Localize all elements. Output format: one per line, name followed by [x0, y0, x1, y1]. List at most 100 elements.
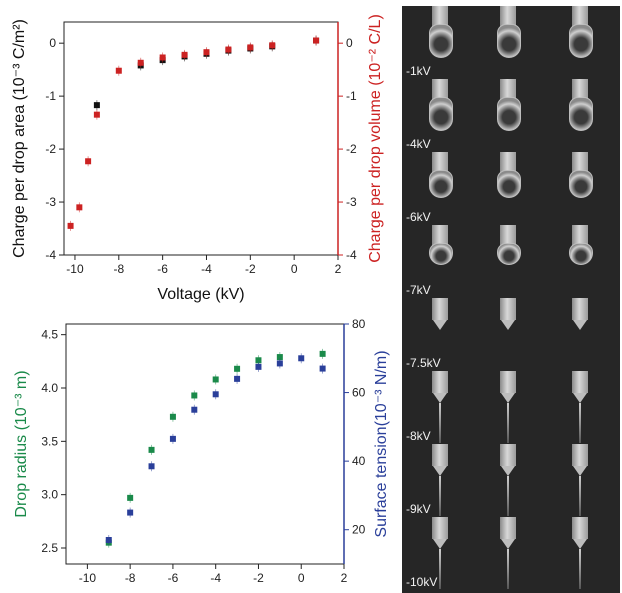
x-tick-label: 0	[298, 571, 305, 585]
nozzle	[432, 6, 448, 28]
droplet-photo-panel: -1kV -4kV -6kV -7kV -7.5kV -8kV -9kV -10kV	[402, 6, 620, 593]
nozzle	[500, 298, 516, 320]
droplet	[497, 97, 521, 131]
taylor-cone	[501, 466, 515, 476]
y-axis-title: Drop radius (10⁻³ m)	[13, 370, 30, 517]
droplet	[569, 243, 593, 265]
data-point-series-1	[148, 463, 155, 470]
data-point-series-1	[234, 375, 241, 382]
plot-frame	[63, 21, 339, 256]
nozzle	[572, 444, 588, 466]
x-tick-label: -4	[201, 262, 212, 276]
y-right-tick-label: -1	[346, 89, 357, 103]
x-tick-label: 2	[335, 262, 342, 276]
voltage-label: -7kV	[406, 283, 431, 297]
nozzle	[572, 298, 588, 320]
nozzle	[432, 225, 448, 247]
voltage-label: -1kV	[406, 64, 431, 78]
nozzle	[572, 517, 588, 539]
y-right-tick-label: 80	[352, 317, 366, 331]
nozzle	[500, 6, 516, 28]
taylor-cone	[573, 539, 587, 549]
y-tick-label: 3.0	[41, 488, 58, 502]
data-point-series-0	[234, 365, 241, 372]
photo-row: -7.5kV	[402, 298, 620, 371]
taylor-cone	[433, 466, 447, 476]
droplet	[569, 170, 593, 198]
jet-stream	[507, 476, 509, 516]
voltage-label: -4kV	[406, 137, 431, 151]
x-tick-label: 0	[291, 262, 298, 276]
photo-row: -1kV	[402, 6, 620, 79]
y-tick-label: -3	[45, 195, 56, 209]
y-right-tick-label: 60	[352, 386, 366, 400]
y-tick-label: -2	[45, 142, 56, 156]
data-point-series-0	[148, 446, 155, 453]
nozzle	[500, 152, 516, 174]
taylor-cone	[501, 539, 515, 549]
jet-stream	[439, 476, 441, 516]
data-point-series-1	[115, 67, 122, 74]
data-point-series-1	[298, 355, 305, 362]
x-tick-label: -10	[66, 262, 84, 276]
data-point-series-1	[247, 44, 254, 51]
x-tick-label: -4	[210, 571, 221, 585]
y-tick-label: 0	[49, 36, 56, 50]
y-tick-label: 4.0	[41, 381, 58, 395]
data-point-series-1	[255, 363, 262, 370]
data-point-series-1	[67, 222, 74, 229]
y-right-tick-label: -4	[346, 248, 357, 262]
data-point-series-1	[203, 49, 210, 56]
taylor-cone	[433, 320, 447, 330]
y-right-axis-title: Charge per drop volume (10⁻² C/L)	[367, 14, 384, 263]
nozzle	[572, 371, 588, 393]
voltage-label: -8kV	[406, 429, 431, 443]
taylor-cone	[573, 320, 587, 330]
voltage-label: -6kV	[406, 210, 431, 224]
data-point-series-1	[127, 509, 134, 516]
y-tick-label: -1	[45, 89, 56, 103]
jet-stream	[507, 403, 509, 443]
data-point-series-1	[319, 365, 326, 372]
data-point-series-0	[255, 357, 262, 364]
nozzle	[432, 152, 448, 174]
x-tick-label: -2	[253, 571, 264, 585]
data-point-series-0	[127, 494, 134, 501]
data-point-series-1	[105, 537, 112, 543]
nozzle	[432, 298, 448, 320]
data-point-series-1	[76, 204, 83, 211]
nozzle	[432, 444, 448, 466]
droplet	[497, 24, 521, 58]
taylor-cone	[573, 466, 587, 476]
voltage-label: -10kV	[406, 575, 438, 589]
data-point-series-1	[85, 158, 92, 165]
voltage-label: -7.5kV	[406, 356, 441, 370]
nozzle	[500, 444, 516, 466]
y-right-tick-label: 40	[352, 454, 366, 468]
data-point-series-1	[191, 406, 198, 413]
voltage-label: -9kV	[406, 502, 431, 516]
nozzle	[572, 79, 588, 101]
nozzle	[500, 79, 516, 101]
taylor-cone	[433, 393, 447, 403]
droplet	[429, 243, 453, 265]
data-point-series-1	[137, 59, 144, 66]
y-right-tick-label: 0	[346, 36, 353, 50]
photo-row: -9kV	[402, 444, 620, 517]
droplet	[497, 243, 521, 265]
nozzle	[432, 371, 448, 393]
data-point-series-1	[276, 360, 283, 367]
nozzle	[432, 517, 448, 539]
taylor-cone	[573, 393, 587, 403]
data-point-series-0	[93, 102, 100, 109]
jet-stream	[439, 403, 441, 443]
y-tick-label: 2.5	[41, 541, 58, 555]
x-axis-title: Voltage (kV)	[157, 286, 244, 303]
droplet	[429, 24, 453, 58]
data-point-series-0	[212, 376, 219, 383]
droplet	[429, 170, 453, 198]
y-tick-label: -4	[45, 248, 56, 262]
y-right-tick-label: -3	[346, 195, 357, 209]
data-point-series-1	[225, 46, 232, 53]
nozzle	[500, 225, 516, 247]
